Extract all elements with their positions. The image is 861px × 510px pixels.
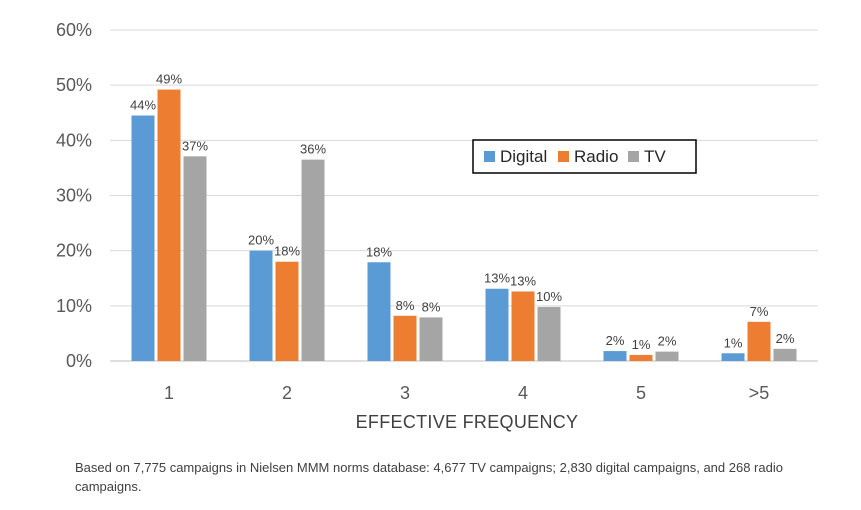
bar-radio-3 <box>511 291 535 361</box>
bar-tv-5 <box>773 348 797 361</box>
x-tick-label: 2 <box>282 383 292 403</box>
data-label: 8% <box>396 298 415 313</box>
data-label: 8% <box>422 299 441 314</box>
y-tick-label: 40% <box>56 130 92 150</box>
legend-swatch-radio <box>558 151 569 162</box>
x-tick-label: 5 <box>636 383 646 403</box>
bar-tv-2 <box>419 317 443 361</box>
bar-radio-2 <box>393 315 417 361</box>
y-tick-label: 50% <box>56 75 92 95</box>
x-tick-label: 1 <box>164 383 174 403</box>
y-tick-label: 30% <box>56 186 92 206</box>
bar-radio-5 <box>747 321 771 361</box>
data-label: 10% <box>536 289 562 304</box>
bar-chart: 0%10%20%30%40%50%60% 44%49%37%20%18%36%1… <box>56 20 818 432</box>
bar-digital-5 <box>721 353 745 361</box>
legend-swatch-tv <box>628 151 639 162</box>
legend-label-digital: Digital <box>500 147 547 166</box>
bar-tv-1 <box>301 159 325 361</box>
y-tick-label: 20% <box>56 241 92 261</box>
x-tick-label: 4 <box>518 383 528 403</box>
y-tick-label: 10% <box>56 296 92 316</box>
bar-digital-0 <box>131 115 155 361</box>
x-axis-title: EFFECTIVE FREQUENCY <box>356 412 579 432</box>
data-label: 49% <box>156 72 182 87</box>
bars <box>131 89 797 361</box>
bar-digital-1 <box>249 250 273 361</box>
legend: Digital Radio TV <box>472 139 697 174</box>
legend-swatch-digital <box>484 151 495 162</box>
data-label: 13% <box>510 273 536 288</box>
x-tick-label: 3 <box>400 383 410 403</box>
bar-tv-3 <box>537 306 561 361</box>
data-label: 2% <box>658 334 677 349</box>
data-label: 20% <box>248 233 274 248</box>
legend-box <box>472 139 697 174</box>
bar-digital-3 <box>485 288 509 361</box>
bar-radio-0 <box>157 89 181 361</box>
data-label: 1% <box>724 335 743 350</box>
x-tick-label: >5 <box>749 383 770 403</box>
gridlines <box>110 29 818 362</box>
bar-digital-2 <box>367 262 391 361</box>
bar-tv-0 <box>183 156 207 361</box>
y-tick-label: 0% <box>66 351 92 371</box>
data-label: 18% <box>274 244 300 259</box>
data-label: 2% <box>776 331 795 346</box>
bar-radio-1 <box>275 261 299 361</box>
data-label: 18% <box>366 244 392 259</box>
data-label: 7% <box>750 304 769 319</box>
data-labels: 44%49%37%20%18%36%18%8% 8%13% 13%10%2% 1% 2%… <box>130 72 795 352</box>
y-axis: 0% 10% 20% 30% 40% 50% 60% <box>56 20 92 371</box>
data-label: 13% <box>484 271 510 286</box>
x-axis: 1 2 3 4 5 >5 <box>164 383 769 403</box>
footnote: Based on 7,775 campaigns in Nielsen MMM … <box>75 460 783 494</box>
data-label: 1% <box>632 337 651 352</box>
legend-label-tv: TV <box>644 147 666 166</box>
data-label: 37% <box>182 138 208 153</box>
data-label: 2% <box>606 333 625 348</box>
y-tick-label: 60% <box>56 20 92 40</box>
bar-digital-4 <box>603 351 627 361</box>
legend-label-radio: Radio <box>574 147 618 166</box>
bar-radio-4 <box>629 354 653 361</box>
bar-tv-4 <box>655 351 679 361</box>
data-label: 44% <box>130 98 156 113</box>
data-label: 36% <box>300 142 326 157</box>
